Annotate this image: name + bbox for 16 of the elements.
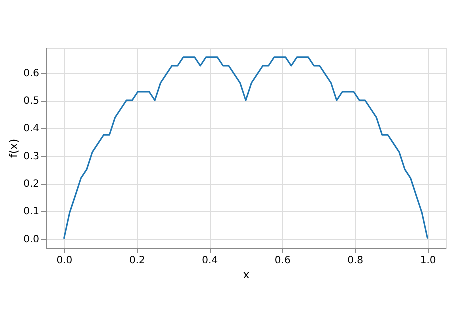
x-tick-label: 0.4 bbox=[202, 256, 218, 266]
y-axis-title: f(x) bbox=[8, 139, 21, 158]
y-tick-label: 0.2 bbox=[24, 179, 40, 190]
x-tick-label: 0.6 bbox=[274, 256, 291, 266]
y-tick-label: 0.4 bbox=[24, 124, 40, 135]
line-series bbox=[63, 56, 429, 240]
x-tick-label: 0.8 bbox=[348, 256, 364, 266]
y-tick-label: 0.5 bbox=[24, 96, 40, 108]
y-tick-label: 0.6 bbox=[24, 68, 40, 80]
x-tick-label: 0.0 bbox=[56, 256, 73, 266]
x-tick-label: 0.2 bbox=[129, 256, 146, 266]
x-axis-title: x bbox=[243, 268, 250, 282]
x-tick-label: 1.0 bbox=[420, 256, 436, 266]
y-tick-label: 0.3 bbox=[24, 151, 40, 162]
y-tick-label: 0.0 bbox=[24, 234, 40, 246]
y-tick-label: 0.1 bbox=[24, 206, 40, 218]
